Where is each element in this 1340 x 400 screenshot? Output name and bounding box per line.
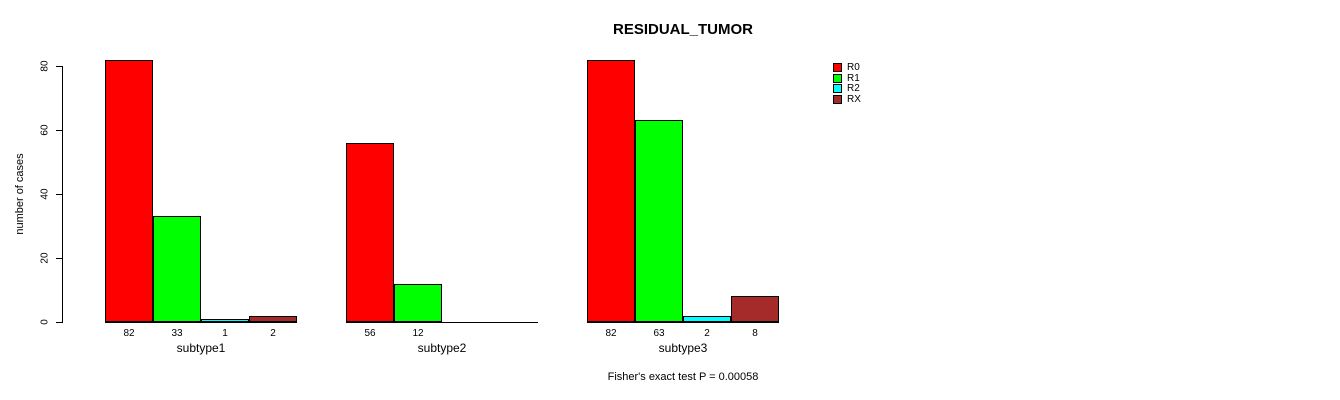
y-tick [56,130,63,131]
bar-r1-subtype2 [394,284,442,322]
bar-value-label: 1 [222,328,228,339]
bar-r2-subtype3 [683,316,731,322]
fisher-note: Fisher's exact test P = 0.00058 [607,371,759,383]
y-tick-label: 40 [39,188,51,200]
bar-r0-subtype3 [587,60,635,322]
group-baseline [346,322,538,323]
y-tick [56,258,63,259]
bar-value-label: 2 [270,328,276,339]
bar-value-label: 2 [704,328,710,339]
bar-r1-subtype3 [635,120,683,322]
group-label: subtype3 [658,341,708,355]
legend-label: R0 [847,62,860,73]
y-tick [56,194,63,195]
bar-value-label: 8 [752,328,758,339]
chart-title: RESIDUAL_TUMOR [612,21,754,38]
bar-r2-subtype1 [201,319,249,322]
legend-swatch-r2 [833,84,842,93]
y-tick-label: 0 [39,319,51,325]
bar-value-label: 56 [364,328,376,339]
bar-value-label: 12 [412,328,424,339]
legend-item-r1: R1 [833,72,861,84]
legend-label: R1 [847,72,860,84]
bar-value-label: 63 [653,328,665,339]
y-tick [56,66,63,67]
legend-item-r0: R0 [833,62,861,73]
legend-swatch-r1 [833,73,842,83]
legend-label: R2 [847,83,860,94]
legend-label: RX [847,93,861,105]
bar-rx-subtype3 [731,296,779,322]
group-baseline [105,322,297,323]
y-tick-label: 60 [39,124,51,136]
legend-item-rx: RX [833,93,861,105]
group-baseline [587,322,779,323]
bar-value-label: 82 [123,328,135,339]
bar-r0-subtype2 [346,143,394,322]
legend-swatch-r0 [833,63,842,72]
bar-value-label: 82 [605,328,617,339]
legend-item-r2: R2 [833,83,861,94]
y-tick-label: 20 [39,252,51,264]
bar-value-label: 33 [171,328,183,339]
y-tick-label: 80 [39,60,51,72]
group-label: subtype2 [417,341,467,355]
bar-r1-subtype1 [153,216,201,322]
group-label: subtype1 [176,341,226,355]
y-tick [56,322,63,323]
y-axis-label: number of cases [14,153,26,235]
bar-r0-subtype1 [105,60,153,322]
legend: R0 R1 R2 RX [833,63,861,105]
legend-swatch-rx [833,94,842,104]
bar-rx-subtype1 [249,316,297,322]
